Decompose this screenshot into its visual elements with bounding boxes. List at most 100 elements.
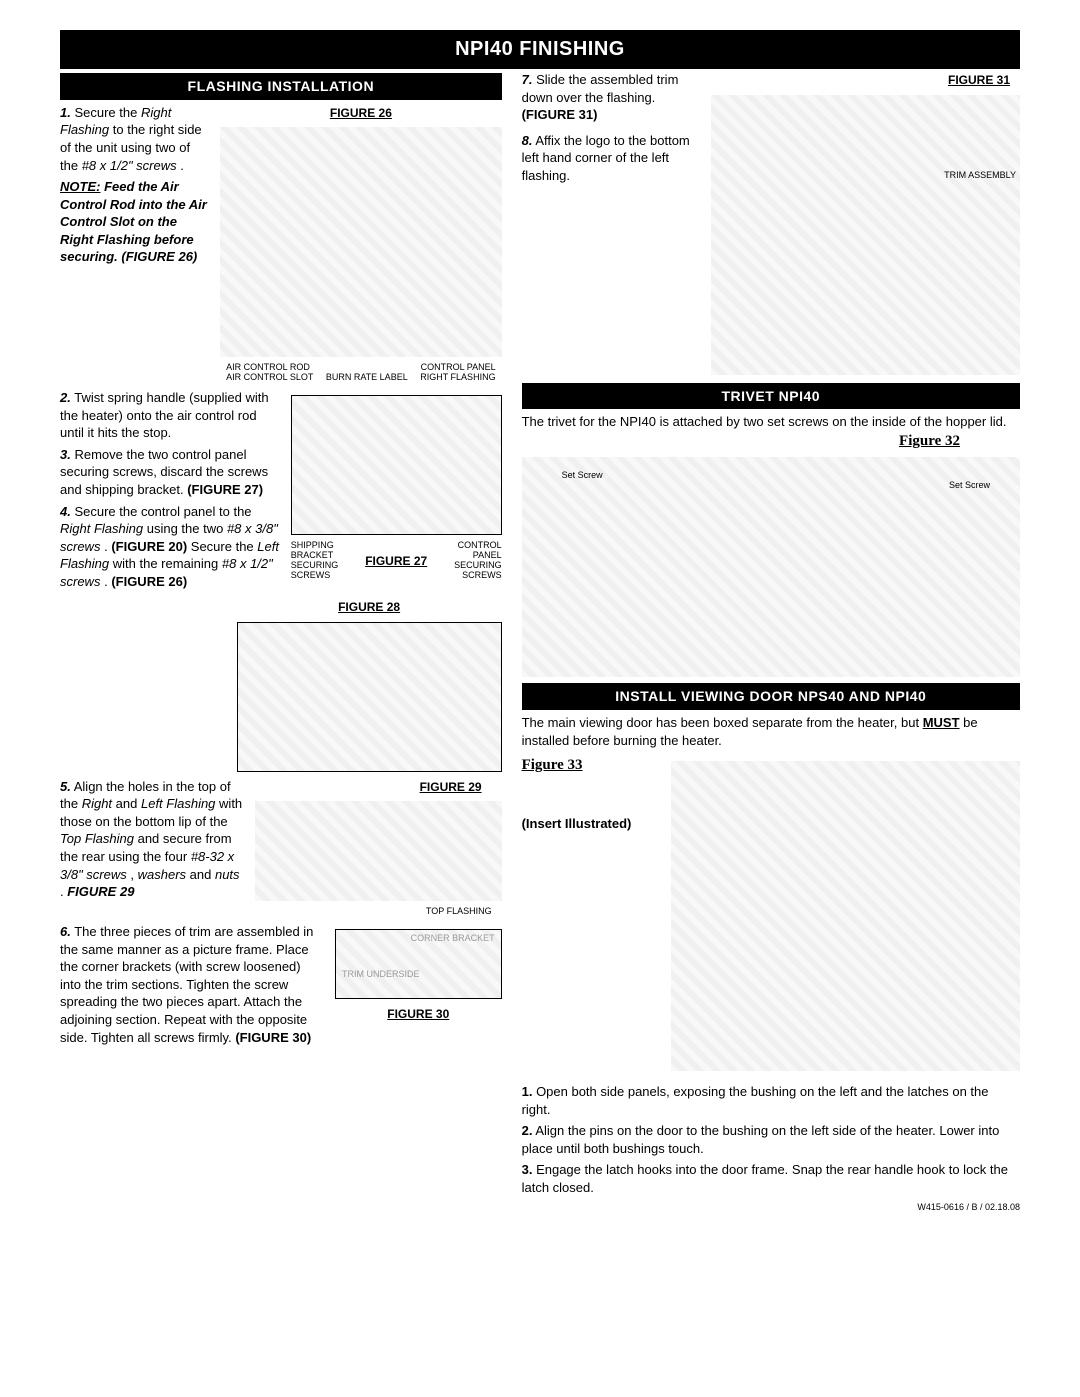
step2-num: 2. bbox=[60, 390, 71, 405]
step8-text: Affix the logo to the bottom left hand c… bbox=[522, 133, 690, 183]
fig31-label: FIGURE 31 bbox=[948, 73, 1010, 87]
fig26-callout-burn: BURN RATE LABEL bbox=[326, 373, 408, 383]
step5-em2: Left Flashing bbox=[141, 796, 215, 811]
steps-7-8-text: 7. Slide the assembled trim down over th… bbox=[522, 71, 701, 188]
step5-m5: and bbox=[190, 867, 215, 882]
fig30-callout-trim: TRIM UNDERSIDE bbox=[342, 970, 420, 980]
fig26-callout-slot: AIR CONTROL SLOT bbox=[226, 373, 313, 383]
step5-em3: Top Flashing bbox=[60, 831, 134, 846]
left-column: FLASHING INSTALLATION 1. Secure the Righ… bbox=[60, 71, 502, 1213]
door-intro-a: The main viewing door has been boxed sep… bbox=[522, 715, 923, 730]
dstep2-text: Align the pins on the door to the bushin… bbox=[522, 1123, 1000, 1156]
fig33-diagram bbox=[671, 761, 1020, 1071]
main-title-bar: NPI40 FINISHING bbox=[60, 30, 1020, 69]
fig31-callout-trim: TRIM ASSEMBLY bbox=[944, 171, 1016, 181]
steps-2-4-text: 2. Twist spring handle (supplied with th… bbox=[60, 389, 281, 594]
fig26-diagram bbox=[220, 127, 501, 357]
step5-m4: , bbox=[130, 867, 137, 882]
step3-num: 3. bbox=[60, 447, 71, 462]
right-column: 7. Slide the assembled trim down over th… bbox=[522, 71, 1020, 1213]
fig30-diagram: CORNER BRACKET TRIM UNDERSIDE bbox=[335, 929, 502, 999]
step4-num: 4. bbox=[60, 504, 71, 519]
fig31-diagram bbox=[711, 95, 1020, 375]
step5-text: 5. Align the holes in the top of the Rig… bbox=[60, 778, 245, 905]
fig33-row: Figure 33 (Insert Illustrated) bbox=[522, 755, 1020, 1077]
step1-row: 1. Secure the Right Flashing to the righ… bbox=[60, 104, 502, 383]
step6-num: 6. bbox=[60, 924, 71, 939]
step6-body: The three pieces of trim are assembled i… bbox=[60, 924, 313, 1044]
door-intro-must: MUST bbox=[923, 715, 960, 730]
step5-em5: washers bbox=[138, 867, 186, 882]
step1-num: 1. bbox=[60, 105, 71, 120]
door-steps: 1. Open both side panels, exposing the b… bbox=[522, 1083, 1020, 1196]
step6-figref: (FIGURE 30) bbox=[235, 1030, 311, 1045]
fig32-callout-right: Set Screw bbox=[949, 481, 990, 491]
step4-mid3: with the remaining bbox=[113, 556, 222, 571]
step4-mid1: using the two bbox=[147, 521, 227, 536]
step4-mid2: Secure the bbox=[191, 539, 258, 554]
fig28-label: FIGURE 28 bbox=[338, 600, 400, 614]
fig26-label: FIGURE 26 bbox=[330, 106, 392, 120]
step4-figref1: (FIGURE 20) bbox=[111, 539, 187, 554]
fig27-callout-ctrl: CONTROL PANEL SECURING SCREWS bbox=[430, 541, 502, 581]
fig32-label: Figure 32 bbox=[899, 433, 960, 449]
dstep1-text: Open both side panels, exposing the bush… bbox=[522, 1084, 989, 1117]
step7-text: Slide the assembled trim down over the f… bbox=[522, 72, 679, 105]
flashing-section-title: FLASHING INSTALLATION bbox=[60, 73, 502, 100]
step1-note-label: NOTE: bbox=[60, 179, 100, 194]
fig33-label: Figure 33 bbox=[522, 755, 662, 775]
step2-text: Twist spring handle (supplied with the h… bbox=[60, 390, 269, 440]
step234-row: 2. Twist spring handle (supplied with th… bbox=[60, 389, 502, 594]
fig33-insert: (Insert Illustrated) bbox=[522, 815, 662, 833]
fig26-callouts-2: AIR CONTROL SLOT BURN RATE LABEL RIGHT F… bbox=[220, 373, 501, 383]
fig30-container: CORNER BRACKET TRIM UNDERSIDE FIGURE 30 bbox=[335, 923, 502, 1023]
step7-figref: (FIGURE 31) bbox=[522, 107, 598, 122]
dstep3-text: Engage the latch hooks into the door fra… bbox=[522, 1162, 1008, 1195]
fig33-labels: Figure 33 (Insert Illustrated) bbox=[522, 755, 662, 833]
dstep3-num: 3. bbox=[522, 1162, 533, 1177]
step4-em1: Right Flashing bbox=[60, 521, 143, 536]
fig32-callout-left: Set Screw bbox=[562, 471, 603, 481]
step8-num: 8. bbox=[522, 133, 533, 148]
fig30-callout-corner: CORNER BRACKET bbox=[411, 934, 495, 944]
fig28-diagram bbox=[237, 622, 502, 772]
door-intro: The main viewing door has been boxed sep… bbox=[522, 714, 1020, 749]
step5-num: 5. bbox=[60, 779, 71, 794]
trivet-text: The trivet for the NPI40 is attached by … bbox=[522, 413, 1020, 431]
fig27-callouts: SHIPPING BRACKET SECURING SCREWS FIGURE … bbox=[291, 541, 502, 581]
two-column-layout: FLASHING INSTALLATION 1. Secure the Righ… bbox=[60, 71, 1020, 1213]
fig29-label: FIGURE 29 bbox=[420, 780, 482, 794]
step78-row: 7. Slide the assembled trim down over th… bbox=[522, 71, 1020, 381]
step5-em6: nuts bbox=[215, 867, 240, 882]
step7-num: 7. bbox=[522, 72, 533, 87]
step1-text: 1. Secure the Right Flashing to the righ… bbox=[60, 104, 210, 270]
fig27-container: SHIPPING BRACKET SECURING SCREWS FIGURE … bbox=[291, 389, 502, 581]
fig27-label: FIGURE 27 bbox=[365, 553, 427, 569]
fig30-label: FIGURE 30 bbox=[387, 1007, 449, 1021]
step1-em2: #8 x 1/2" screws bbox=[82, 158, 177, 173]
fig26-container: FIGURE 26 AIR CONTROL ROD CONTROL PANEL … bbox=[220, 104, 501, 383]
trivet-section-title: TRIVET NPI40 bbox=[522, 383, 1020, 410]
step1-tail: . bbox=[180, 158, 184, 173]
step5-m1: and bbox=[116, 796, 141, 811]
step3-fig: (FIGURE 27) bbox=[187, 482, 263, 497]
fig26-callout-rf: RIGHT FLASHING bbox=[420, 373, 495, 383]
fig31-container: FIGURE 31 TRIM ASSEMBLY bbox=[711, 71, 1020, 381]
step6-text: 6. The three pieces of trim are assemble… bbox=[60, 923, 325, 1050]
step4-lead: Secure the control panel to the bbox=[74, 504, 251, 519]
step1-lead: Secure the bbox=[74, 105, 141, 120]
fig32-diagram bbox=[522, 457, 1020, 677]
fig33-container bbox=[671, 755, 1020, 1077]
fig29-container: FIGURE 29 TOP FLASHING bbox=[255, 778, 501, 917]
fig29-callout: TOP FLASHING bbox=[255, 907, 501, 917]
footer-doc-code: W415-0616 / B / 02.18.08 bbox=[522, 1201, 1020, 1213]
fig27-callout-ship: SHIPPING BRACKET SECURING SCREWS bbox=[291, 541, 363, 581]
fig28-container: FIGURE 28 bbox=[237, 598, 502, 772]
fig27-diagram bbox=[291, 395, 502, 535]
dstep1-num: 1. bbox=[522, 1084, 533, 1099]
fig29-diagram bbox=[255, 801, 501, 901]
fig32-container: Figure 32 Set Screw Set Screw bbox=[522, 431, 1020, 677]
step4-figref2: (FIGURE 26) bbox=[111, 574, 187, 589]
dstep2-num: 2. bbox=[522, 1123, 533, 1138]
step6-row: 6. The three pieces of trim are assemble… bbox=[60, 923, 502, 1050]
